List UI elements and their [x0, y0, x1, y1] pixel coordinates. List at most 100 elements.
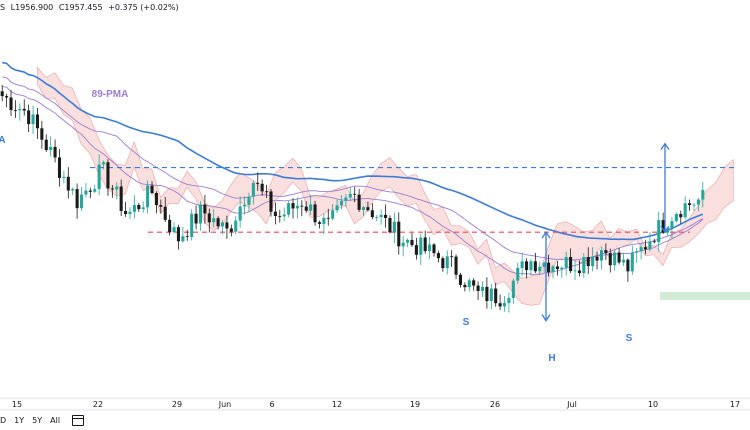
- candle-body: [159, 205, 163, 207]
- candle-body: [428, 244, 432, 252]
- candle-body: [163, 206, 167, 220]
- candle-body: [146, 185, 150, 208]
- candle-body: [190, 213, 194, 238]
- candle-body: [326, 217, 330, 219]
- candle-body: [661, 220, 665, 233]
- candle-body: [181, 236, 185, 242]
- range-1y-button[interactable]: 1Y: [14, 415, 25, 425]
- candle-body: [357, 194, 361, 210]
- candle-body: [555, 266, 559, 270]
- x-tick-label: 19: [410, 400, 420, 409]
- candle-body: [251, 182, 255, 197]
- candle-body: [701, 189, 705, 200]
- candle-body: [194, 213, 198, 224]
- candle-body: [375, 217, 379, 218]
- range-day-button[interactable]: D: [0, 415, 7, 425]
- candle-body: [547, 262, 551, 273]
- candle-body: [467, 280, 471, 288]
- candle-body: [102, 162, 106, 165]
- candle-body: [331, 210, 335, 219]
- measure-arrow-left-head-top: [541, 231, 551, 239]
- candle-body: [458, 274, 462, 285]
- candle-body: [480, 286, 485, 291]
- candle-body: [683, 203, 687, 218]
- candle-body: [688, 203, 692, 206]
- candle-body: [666, 228, 670, 233]
- candle-body: [229, 228, 233, 232]
- ichimoku-cloud-green: [660, 291, 750, 300]
- candle-body: [599, 250, 603, 261]
- x-tick-label: Jul: [566, 400, 577, 409]
- candle-body: [172, 227, 176, 233]
- candle-body: [119, 186, 123, 211]
- calendar-icon[interactable]: [72, 414, 85, 426]
- candle-body: [520, 261, 524, 268]
- candle-body: [295, 205, 299, 209]
- candle-body: [5, 96, 9, 98]
- range-all-button[interactable]: All: [50, 415, 61, 425]
- candle-body: [216, 218, 220, 227]
- candle-body: [93, 189, 97, 192]
- candle-body: [234, 220, 238, 232]
- candle-body: [18, 108, 22, 111]
- candle-body: [397, 221, 401, 247]
- candle-body: [533, 261, 537, 272]
- candle-body: [203, 204, 207, 214]
- candle-body: [185, 236, 189, 238]
- candle-body: [577, 270, 581, 274]
- measure-arrow-left-head-bottom: [541, 314, 551, 322]
- candle-body: [31, 114, 35, 125]
- candle-body: [57, 157, 62, 178]
- candle-body: [198, 204, 203, 224]
- candle-body: [608, 253, 612, 266]
- ohlc-readout: S L1956.900 C1957.455 +0.375 (+0.02%): [0, 3, 182, 12]
- candle-body: [436, 253, 440, 259]
- candle-body: [9, 97, 13, 111]
- candle-body: [44, 139, 48, 151]
- candle-body: [384, 214, 388, 218]
- annotation-label: S: [626, 333, 633, 344]
- candle-body: [225, 222, 229, 229]
- ichimoku-cloud: [36, 66, 734, 306]
- candle-body: [635, 251, 639, 253]
- x-tick-label: 10: [648, 400, 658, 409]
- candle-body: [406, 239, 410, 243]
- candle-body: [22, 108, 26, 111]
- candle-body: [317, 222, 321, 224]
- candle-body: [35, 114, 39, 129]
- candle-body: [300, 205, 304, 207]
- candle-body: [247, 196, 251, 205]
- candle-body: [626, 259, 630, 272]
- candle-body: [124, 210, 128, 215]
- candle-body: [132, 204, 136, 212]
- candle-body: [511, 280, 515, 299]
- candle-body: [414, 245, 418, 255]
- candle-body: [441, 258, 445, 269]
- x-tick-label: 12: [332, 400, 342, 409]
- range-5y-button[interactable]: 5Y: [32, 415, 43, 425]
- candle-body: [106, 162, 110, 189]
- candle-body: [348, 193, 352, 198]
- candle-body: [313, 204, 317, 223]
- candle-body: [256, 182, 260, 184]
- candle-body: [150, 185, 154, 193]
- candle-body: [168, 219, 172, 233]
- candle-body: [212, 218, 216, 223]
- candle-body: [639, 247, 643, 252]
- candle-body: [621, 259, 626, 263]
- candle-body: [273, 211, 277, 217]
- candle-body: [344, 197, 348, 201]
- candle-body: [66, 176, 70, 191]
- candle-body: [278, 216, 282, 217]
- ma-blue-line: [2, 61, 704, 241]
- candle-body: [84, 190, 88, 195]
- candle-body: [0, 91, 4, 97]
- candle-body: [538, 266, 542, 272]
- candle-body: [13, 110, 17, 111]
- measure-arrow-right-head-top: [660, 142, 670, 151]
- candle-body: [410, 239, 414, 246]
- candle-body: [674, 213, 678, 222]
- candle-body: [542, 262, 546, 267]
- candle-body: [260, 183, 264, 192]
